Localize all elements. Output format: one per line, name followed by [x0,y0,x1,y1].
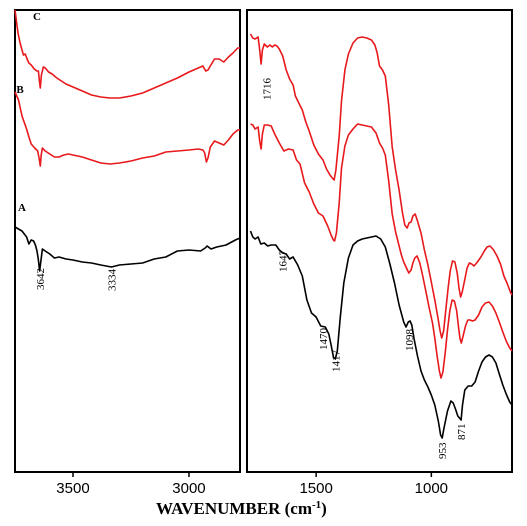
annotation-1647: 1647 [277,250,289,273]
right-series-C [249,33,513,339]
left-series-C [14,9,240,99]
left-series-A [14,226,241,272]
right-panel-plot [249,33,513,439]
left-panel-frame [14,9,241,473]
x-axis-ticks: 3500 3000 1500 1000 [56,472,448,497]
annotation-3642: 3642 [35,268,47,290]
left-series-B [14,91,240,167]
x-axis-title-end: ) [321,499,327,518]
annotation-1716: 1716 [261,78,273,101]
left-tick-label-3000: 3000 [172,480,205,497]
annotation-C: C [33,11,41,23]
left-panel-plot [14,9,241,272]
annotation-3334: 3334 [106,269,118,292]
annotation-871: 871 [456,424,468,441]
annotation-953: 953 [437,442,449,459]
annotation-1417: 1417 [330,350,342,373]
x-axis-title: WAVENUMBER (cm-1) [156,499,327,518]
annotation-1098: 1098 [404,329,416,352]
right-panel-frame [246,9,513,473]
x-axis-title-main: WAVENUMBER (cm [156,499,312,518]
right-tick-label-1000: 1000 [415,480,448,497]
annotation-B: B [16,84,24,96]
annotation-1470: 1470 [318,328,330,351]
right-series-A [249,230,513,439]
annotation-A: A [18,202,26,214]
x-axis-title-superscript: -1 [312,499,321,511]
left-tick-label-3500: 3500 [56,480,89,497]
right-tick-label-1500: 1500 [299,480,332,497]
right-series-B [250,123,513,379]
